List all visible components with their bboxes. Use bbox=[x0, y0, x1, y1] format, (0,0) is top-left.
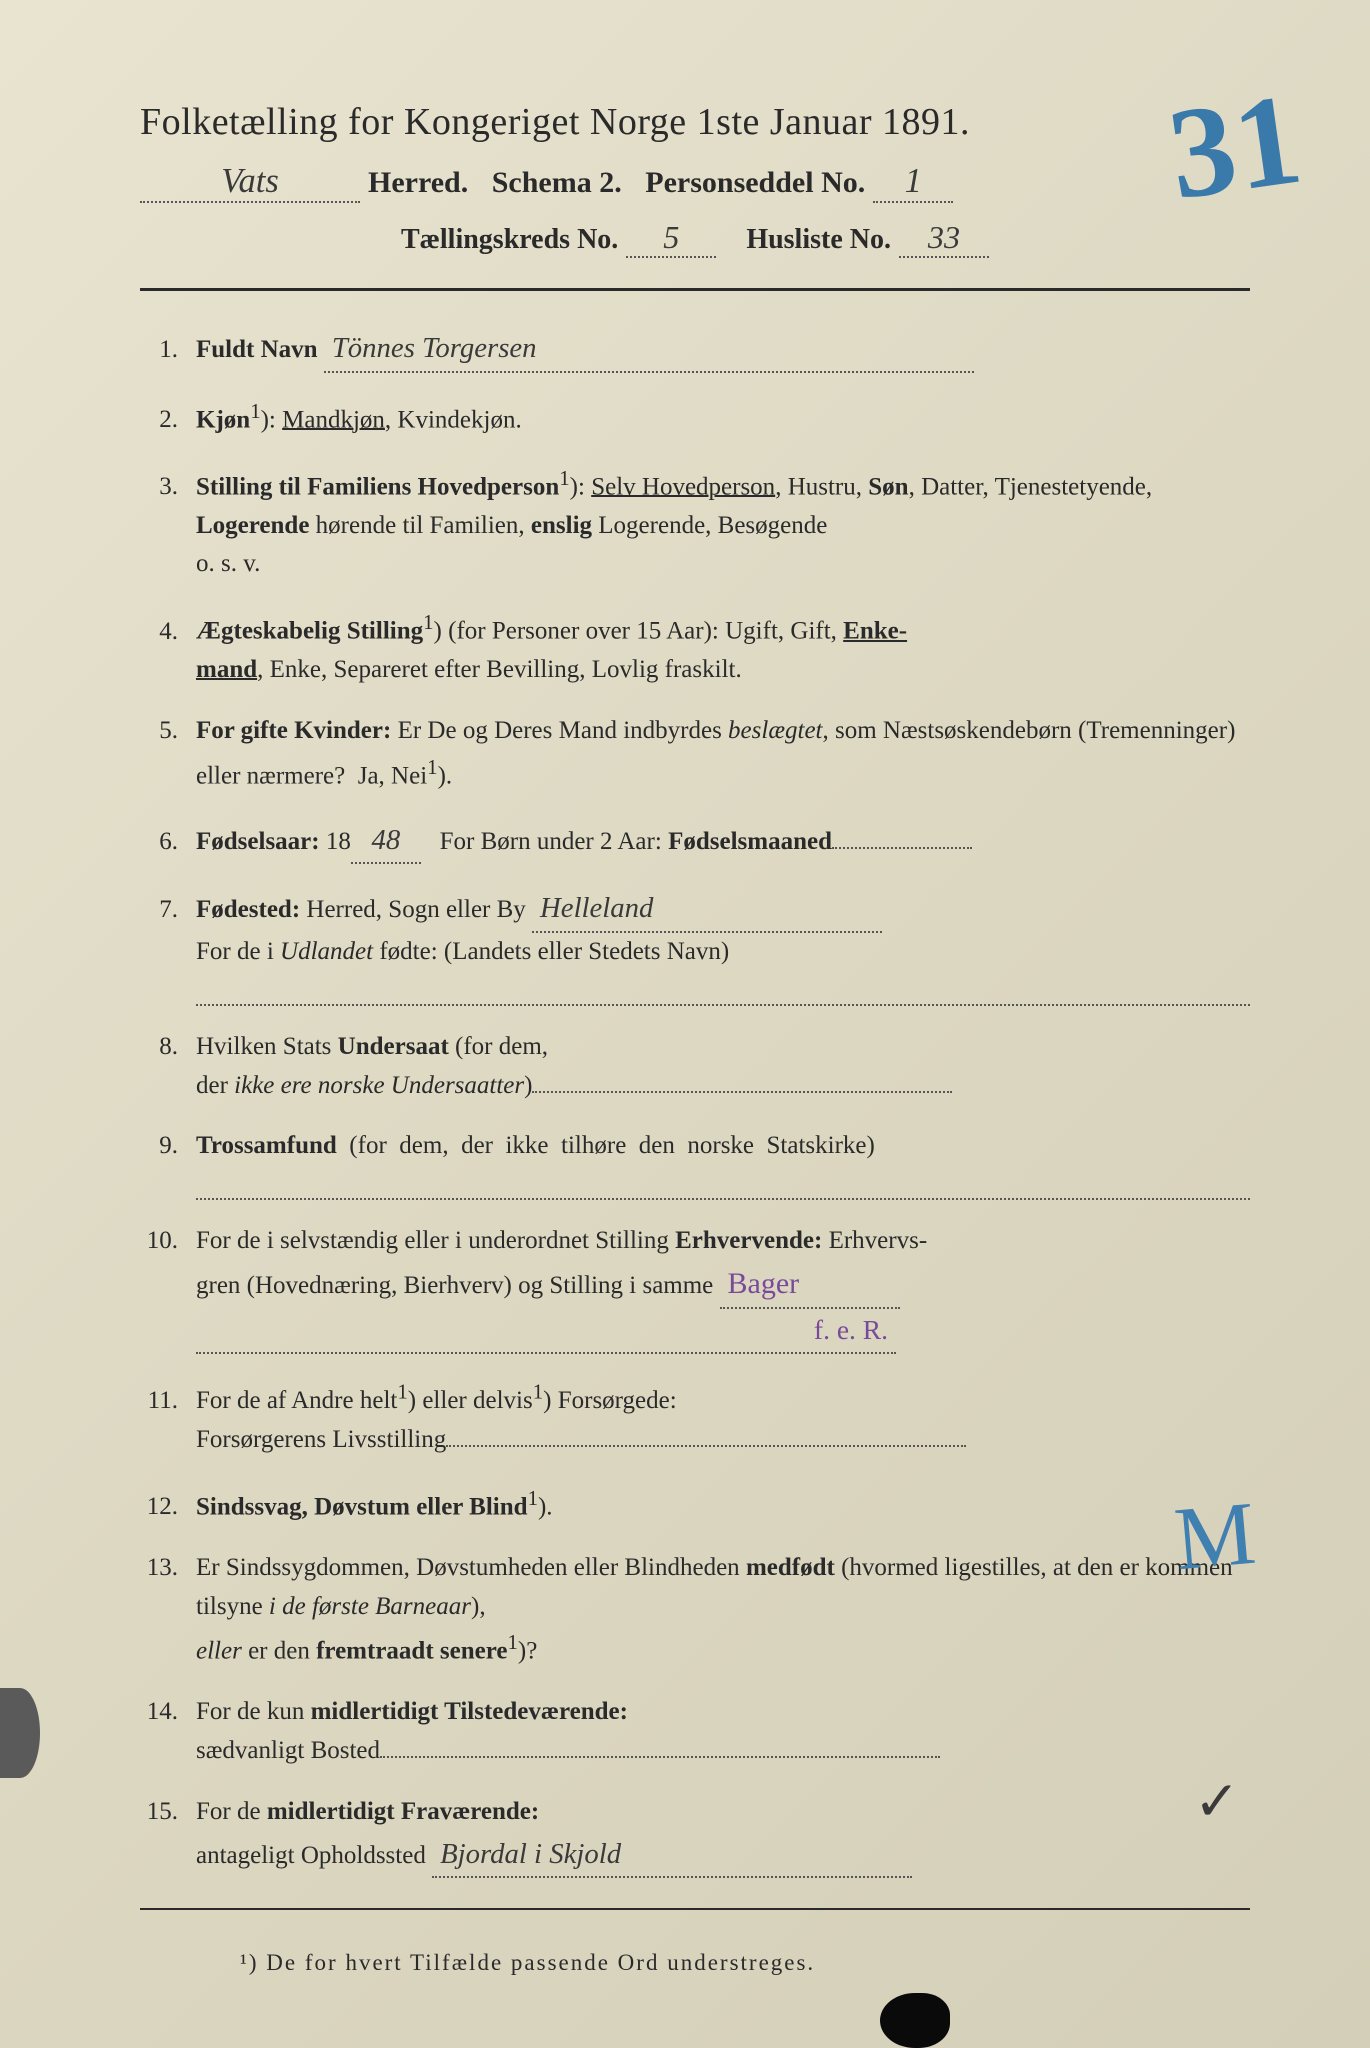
usual-residence-label: sædvanligt Bosted bbox=[196, 1737, 380, 1764]
husliste-value: 33 bbox=[899, 219, 989, 258]
footnote-ref: 1 bbox=[250, 399, 260, 423]
birthmonth-value bbox=[832, 847, 972, 849]
footnote-ref: 1 bbox=[528, 1486, 538, 1510]
row-8-nationality: 8. Hvilken Stats Undersaat (for dem,der … bbox=[140, 1028, 1250, 1106]
row-11-provider: 11. For de af Andre helt1) eller delvis1… bbox=[140, 1376, 1250, 1460]
usual-residence-value bbox=[380, 1756, 940, 1758]
header-divider bbox=[140, 288, 1250, 291]
schema-label: Schema 2. bbox=[492, 166, 622, 200]
row-number: 1. bbox=[140, 331, 196, 370]
stamp-annotation: M bbox=[1171, 1482, 1260, 1592]
row-number: 15. bbox=[140, 1793, 196, 1832]
occupation-value2: f. e. R. bbox=[196, 1309, 896, 1354]
row-12-disability: 12. Sindssvag, Døvstum eller Blind1). bbox=[140, 1482, 1250, 1527]
header-line-kreds: Tællingskreds No. 5 Husliste No. 33 bbox=[140, 219, 1250, 258]
header-line-herred: Vats Herred. Schema 2. Personseddel No. … bbox=[140, 162, 1250, 203]
birthyear-value: 48 bbox=[351, 818, 421, 865]
field-label: For de af Andre helt1) eller delvis1) Fo… bbox=[196, 1387, 677, 1414]
herred-value: Vats bbox=[140, 162, 360, 203]
row-number: 6. bbox=[140, 823, 196, 862]
row-number: 12. bbox=[140, 1488, 196, 1527]
row-10-occupation: 10. For de i selvstændig eller i underor… bbox=[140, 1222, 1250, 1354]
footnote-ref: 1 bbox=[423, 610, 433, 634]
birthplace-subtext: Herred, Sogn eller By bbox=[306, 896, 525, 923]
birthplace-foreign-value bbox=[196, 976, 1250, 1006]
field-label: Fuldt Navn bbox=[196, 336, 318, 363]
herred-label: Herred. bbox=[368, 166, 468, 200]
field-label: Sindssvag, Døvstum eller Blind bbox=[196, 1493, 528, 1520]
birthplace-foreign-label: For de i Udlandet fødte: (Landets eller … bbox=[196, 938, 729, 965]
row-6-birthyear: 6. Fødselsaar: 1848 For Børn under 2 Aar… bbox=[140, 818, 1250, 865]
footnote-ref: 1 bbox=[427, 755, 437, 779]
row-number: 5. bbox=[140, 712, 196, 751]
row-2-sex: 2. Kjøn1): Mandkjøn, Kvindekjøn. bbox=[140, 395, 1250, 440]
personseddel-label: Personseddel No. bbox=[645, 166, 865, 200]
field-label: Ægteskabelig Stilling bbox=[196, 618, 423, 645]
form-title: Folketælling for Kongeriget Norge 1ste J… bbox=[140, 100, 1250, 144]
row-15-temp-absent: 15. For de midlertidigt Fraværende: anta… bbox=[140, 1793, 1250, 1878]
field-label: Fødested: bbox=[196, 896, 300, 923]
row-1-name: 1. Fuldt Navn Tönnes Torgersen bbox=[140, 326, 1250, 373]
field-label: For de midlertidigt Fraværende: bbox=[196, 1798, 539, 1825]
footnote-ref: 1 bbox=[559, 466, 569, 490]
whereabouts-label: antageligt Opholdssted bbox=[196, 1842, 426, 1869]
footnote-text: ¹) De for hvert Tilfælde passende Ord un… bbox=[240, 1950, 1250, 1976]
row-3-position: 3. Stilling til Familiens Hovedperson1):… bbox=[140, 462, 1250, 585]
row-number: 13. bbox=[140, 1549, 196, 1588]
field-label: Kjøn bbox=[196, 406, 250, 433]
row-14-temp-present: 14. For de kun midlertidigt Tilstedevære… bbox=[140, 1693, 1250, 1771]
census-form-document: 31 Folketælling for Kongeriget Norge 1st… bbox=[0, 0, 1370, 2048]
ink-blot bbox=[880, 1993, 950, 2048]
row-number: 8. bbox=[140, 1028, 196, 1067]
field-label: Stilling til Familiens Hovedperson bbox=[196, 473, 559, 500]
field-label: Fødselsaar: bbox=[196, 828, 320, 855]
footer-divider bbox=[140, 1908, 1250, 1910]
kreds-value: 5 bbox=[626, 219, 716, 258]
row-number: 9. bbox=[140, 1127, 196, 1166]
footnote-ref: 1 bbox=[507, 1630, 517, 1654]
name-value: Tönnes Torgersen bbox=[324, 326, 974, 373]
check-annotation: ✓ bbox=[1194, 1769, 1240, 1833]
row-number: 14. bbox=[140, 1693, 196, 1732]
religion-value bbox=[196, 1170, 1250, 1200]
edge-damage bbox=[0, 1688, 40, 1778]
nationality-value bbox=[532, 1091, 952, 1093]
husliste-label: Husliste No. bbox=[746, 224, 891, 256]
row-7-birthplace: 7. Fødested: Herred, Sogn eller By Helle… bbox=[140, 886, 1250, 1005]
kreds-label: Tællingskreds No. bbox=[401, 224, 618, 256]
field-label: For gifte Kvinder: bbox=[196, 717, 391, 744]
provider-value bbox=[446, 1445, 966, 1447]
row-number: 2. bbox=[140, 401, 196, 440]
birthmonth-label: For Børn under 2 Aar: Fødselsmaaned bbox=[440, 828, 832, 855]
row-5-related: 5. For gifte Kvinder: Er De og Deres Man… bbox=[140, 712, 1250, 796]
row-13-congenital: 13. Er Sindssygdommen, Døvstumheden elle… bbox=[140, 1549, 1250, 1672]
occupation-value: Bager bbox=[720, 1261, 900, 1310]
year-prefix: 18 bbox=[326, 828, 351, 855]
row-9-religion: 9. Trossamfund (for dem, der ikke tilhør… bbox=[140, 1127, 1250, 1200]
selected-option: Selv Hovedperson bbox=[591, 473, 775, 500]
field-label: For de kun midlertidigt Tilstedeværende: bbox=[196, 1698, 628, 1725]
row-number: 11. bbox=[140, 1382, 196, 1421]
row-number: 7. bbox=[140, 891, 196, 930]
selected-option: Mandkjøn bbox=[282, 406, 385, 433]
row-number: 4. bbox=[140, 613, 196, 652]
field-label: Trossamfund bbox=[196, 1132, 337, 1159]
page-annotation-number: 31 bbox=[1163, 86, 1306, 207]
field-label: Hvilken Stats Undersaat bbox=[196, 1033, 449, 1060]
row-4-marital: 4. Ægteskabelig Stilling1) (for Personer… bbox=[140, 606, 1250, 690]
personseddel-value: 1 bbox=[873, 162, 953, 203]
birthplace-value: Helleland bbox=[532, 886, 882, 933]
whereabouts-value: Bjordal i Skjold bbox=[432, 1832, 912, 1879]
row-number: 3. bbox=[140, 468, 196, 507]
provider-subtext: Forsørgerens Livsstilling bbox=[196, 1426, 446, 1453]
paren-text: (for Personer over 15 Aar): bbox=[448, 618, 719, 645]
row-number: 10. bbox=[140, 1222, 196, 1261]
